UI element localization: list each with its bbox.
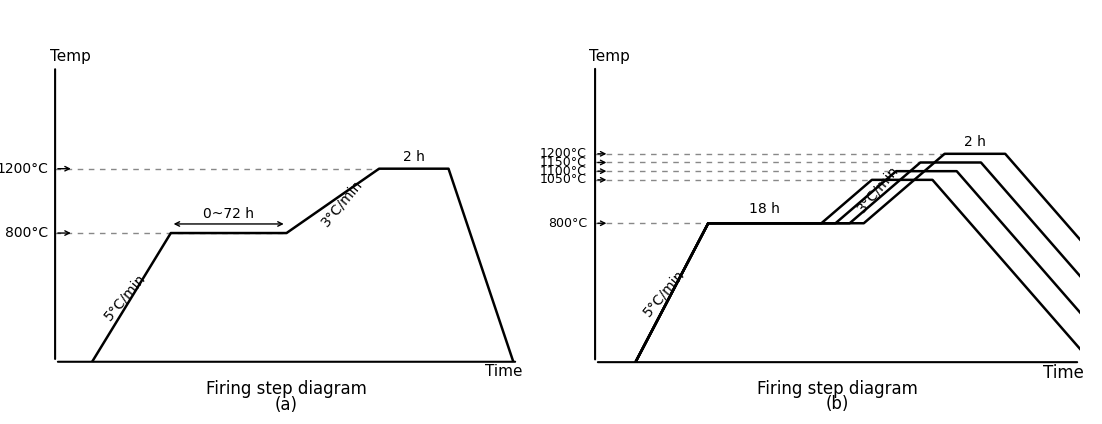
Text: Temp: Temp	[588, 49, 630, 64]
Text: 5°C/min: 5°C/min	[101, 271, 148, 324]
Text: Time: Time	[485, 364, 522, 379]
Text: 800°C: 800°C	[548, 217, 587, 230]
Text: 1150°C: 1150°C	[540, 156, 587, 169]
Text: 2 h: 2 h	[403, 150, 424, 164]
Text: Temp: Temp	[51, 49, 91, 64]
Text: 1200°C: 1200°C	[540, 147, 587, 160]
Text: 800°C: 800°C	[6, 226, 48, 240]
Text: 18 h: 18 h	[749, 201, 780, 215]
Text: 2 h: 2 h	[964, 135, 986, 149]
Text: 0~72 h: 0~72 h	[203, 206, 255, 220]
Text: Firing step diagram: Firing step diagram	[206, 380, 367, 398]
Text: 3°C/min: 3°C/min	[318, 177, 366, 229]
Text: 5°C/min: 5°C/min	[640, 267, 688, 319]
Text: 1100°C: 1100°C	[540, 165, 587, 178]
Text: 1050°C: 1050°C	[540, 173, 587, 187]
Text: Firing step diagram: Firing step diagram	[757, 380, 918, 398]
Text: (b): (b)	[825, 395, 850, 413]
Text: 3°C/min: 3°C/min	[854, 162, 901, 215]
Text: Time: Time	[1044, 364, 1084, 382]
Text: 1200°C: 1200°C	[0, 162, 48, 176]
Text: (a): (a)	[276, 396, 298, 414]
